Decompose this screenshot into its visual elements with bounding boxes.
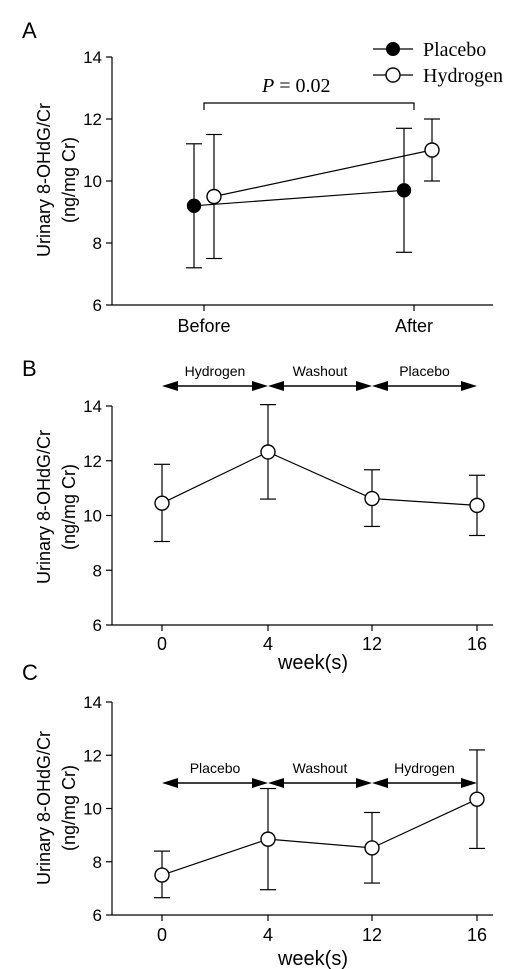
data-point-open	[424, 142, 440, 158]
x-tick-label: Before	[177, 316, 230, 336]
data-point-filled	[186, 198, 202, 214]
y-axis-label-line1: Urinary 8-OHdG/Cr	[34, 731, 54, 885]
y-tick-label: 14	[83, 693, 102, 712]
panel-b: B Urinary 8-OHdG/Cr (ng/mg Cr) 6 8 10 12 14 0…	[22, 356, 493, 674]
plot-area-c: 6 8 10 12 14 0 4 12 16 Placebo Washout Hydrogen	[83, 693, 493, 945]
significance-bracket	[203, 102, 415, 110]
x-tick-label: 4	[263, 634, 273, 654]
x-tick-label: 12	[362, 634, 382, 654]
data-point-open	[469, 791, 485, 807]
series-line	[193, 189, 405, 207]
data-point-open	[206, 188, 222, 205]
data-point-open	[260, 444, 276, 460]
panel-a: A Urinary 8-OHdG/Cr (ng/mg Cr) 6 8 10 12 14 B…	[22, 18, 503, 336]
period-arrow-head-left	[268, 778, 284, 788]
legend-hydrogen-label: Hydrogen	[423, 65, 503, 87]
p-value-text: = 0.02	[274, 75, 330, 97]
legend-placebo-marker	[386, 42, 400, 56]
data-point-open	[469, 497, 485, 514]
series-line	[161, 798, 478, 876]
period-arrow-head-left	[162, 381, 178, 391]
y-tick-label: 12	[83, 110, 102, 129]
period-label: Placebo	[399, 363, 450, 379]
x-tick-label: 12	[362, 925, 382, 945]
x-tick-label: After	[395, 316, 433, 336]
period-arrow-head-left	[372, 778, 388, 788]
period-arrow-head-right	[461, 381, 477, 391]
p-value-annotation: P = 0.02	[261, 75, 331, 97]
data-point-open	[154, 867, 170, 883]
x-axis-label: week(s)	[277, 652, 348, 674]
y-tick-label: 8	[93, 561, 102, 580]
period-label: Placebo	[190, 760, 241, 776]
p-symbol: P	[261, 75, 274, 97]
x-tick-label: 4	[263, 925, 273, 945]
y-tick-label: 14	[83, 397, 102, 416]
panel-letter-a: A	[22, 18, 37, 43]
y-axis-label-line2: (ng/mg Cr)	[59, 464, 79, 550]
period-arrow-head-right	[356, 381, 372, 391]
legend-placebo-label: Placebo	[423, 39, 486, 61]
period-arrow-head-right	[356, 778, 372, 788]
y-tick-label: 6	[93, 296, 102, 315]
y-tick-label: 8	[93, 853, 102, 872]
period-arrow-head-left	[162, 778, 178, 788]
data-point-filled	[396, 183, 412, 198]
legend-hydrogen-marker	[385, 67, 401, 83]
y-tick-label: 12	[83, 452, 102, 471]
y-tick-label: 6	[93, 616, 102, 635]
y-tick-label: 12	[83, 746, 102, 765]
period-arrow-head-left	[268, 381, 284, 391]
x-tick-label: 16	[467, 634, 487, 654]
period-arrow-head-right	[461, 778, 477, 788]
x-axis-label: week(s)	[277, 948, 348, 969]
y-tick-label: 10	[83, 507, 102, 526]
y-axis-label-line1: Urinary 8-OHdG/Cr	[34, 103, 54, 257]
panel-c: C Urinary 8-OHdG/Cr (ng/mg Cr) 6 8 10 12 14 0…	[22, 660, 493, 969]
series-line	[161, 451, 478, 506]
x-tick-label: 0	[157, 634, 167, 654]
period-arrow-head-right	[252, 381, 268, 391]
data-point-open	[364, 840, 380, 856]
y-axis-label-line2: (ng/mg Cr)	[59, 137, 79, 223]
y-axis-label-line1: Urinary 8-OHdG/Cr	[34, 430, 54, 584]
panel-letter-b: B	[22, 356, 37, 381]
period-label: Hydrogen	[185, 363, 246, 379]
x-tick-label: 0	[157, 925, 167, 945]
x-tick-label: 16	[467, 925, 487, 945]
y-tick-label: 8	[93, 234, 102, 253]
period-arrow-head-left	[372, 381, 388, 391]
panel-letter-c: C	[22, 660, 38, 685]
data-point-open	[154, 495, 170, 511]
period-label: Washout	[293, 363, 348, 379]
period-arrow-head-right	[252, 778, 268, 788]
period-label: Washout	[293, 760, 348, 776]
y-tick-label: 10	[83, 800, 102, 819]
y-tick-label: 10	[83, 172, 102, 191]
y-tick-label: 14	[83, 48, 102, 67]
period-label: Hydrogen	[394, 760, 455, 776]
legend: Placebo Hydrogen	[373, 39, 503, 87]
plot-area-a: 6 8 10 12 14 Before After	[83, 48, 493, 336]
y-tick-label: 6	[93, 906, 102, 925]
y-axis-label-line2: (ng/mg Cr)	[59, 765, 79, 851]
plot-area-b: 6 8 10 12 14 0 4 12 16 Hydrogen Washout Placebo	[83, 363, 493, 654]
data-point-open	[260, 831, 276, 847]
series-line	[213, 149, 433, 198]
data-point-open	[364, 490, 380, 507]
